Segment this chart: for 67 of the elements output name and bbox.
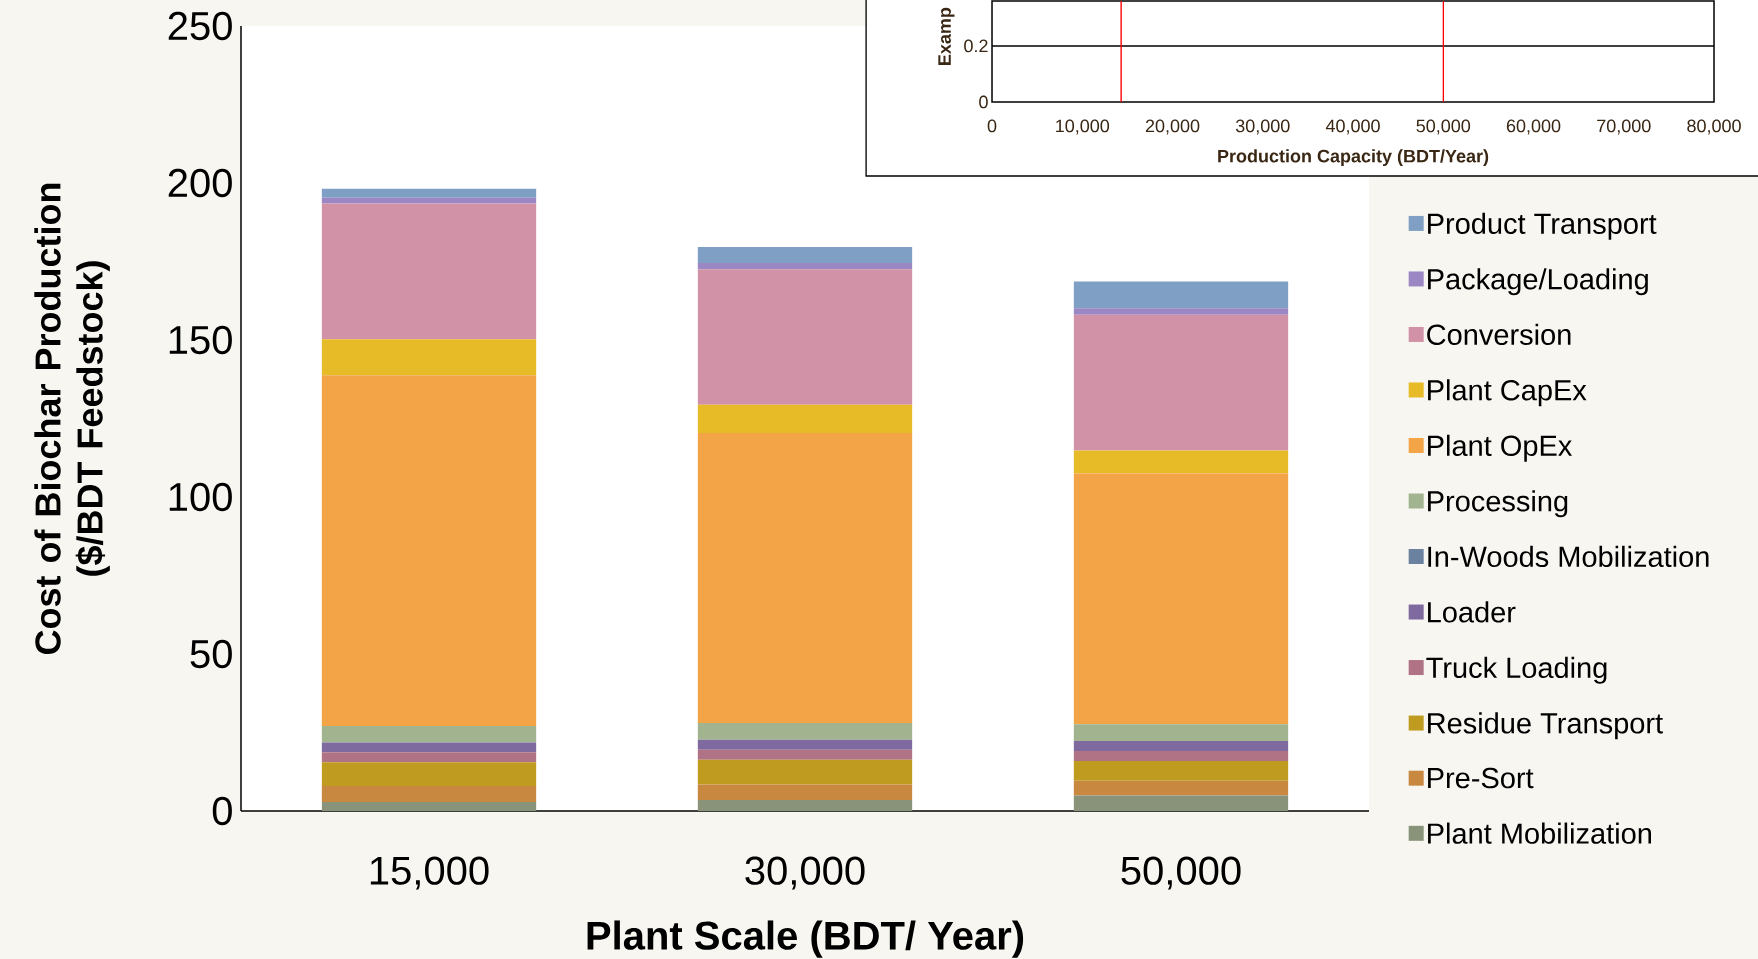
bar xyxy=(321,339,537,376)
bar xyxy=(697,263,913,270)
x-tick-label: 50,000 xyxy=(1416,119,1471,135)
legend-label: Residue Transport xyxy=(1428,712,1663,740)
bar xyxy=(697,247,913,264)
bar xyxy=(697,432,913,724)
legend-label: In-Woods Mobilization xyxy=(1428,545,1709,568)
legend-label: Plant CapEx xyxy=(1428,379,1587,407)
x-tick-label: 30,000 xyxy=(745,856,865,890)
legend-label: Product Transport xyxy=(1428,212,1657,240)
x-tick-label: 15,000 xyxy=(370,856,489,890)
bar xyxy=(697,404,913,433)
y-tick-label: 150 xyxy=(169,325,232,355)
x-tick-label: 70,000 xyxy=(1597,119,1651,135)
legend-label: Pre-Sort xyxy=(1428,767,1534,789)
bar xyxy=(321,801,537,811)
x-axis-title: Plant Scale (BDT/ Year) xyxy=(587,920,1024,958)
bar xyxy=(1073,751,1289,762)
bar xyxy=(697,739,913,750)
y-tick-label: 250 xyxy=(168,11,232,41)
y-tick-label: 100 xyxy=(169,482,232,512)
legend-label: Package/Loading xyxy=(1428,268,1648,296)
bar xyxy=(1073,740,1289,752)
legend-label: Processing xyxy=(1428,490,1568,518)
y-tick-label: 200 xyxy=(168,168,232,198)
bar xyxy=(697,784,913,801)
y-tick-label: 0 xyxy=(212,796,232,826)
bar xyxy=(1073,281,1289,309)
bar xyxy=(1073,314,1289,451)
bar xyxy=(321,188,537,198)
x-tick-label: 0 xyxy=(987,119,997,133)
x-tick-label: 80,000 xyxy=(1687,119,1741,135)
x-tick-label: 10,000 xyxy=(1056,119,1110,135)
legend-label: Truck Loading xyxy=(1426,656,1607,684)
bar xyxy=(1073,473,1289,725)
bar xyxy=(321,742,537,753)
bar xyxy=(1073,450,1289,474)
bar xyxy=(1073,308,1289,315)
bar xyxy=(697,759,913,785)
bar xyxy=(697,800,913,811)
bar xyxy=(697,723,913,740)
x-tick-label: 20,000 xyxy=(1145,119,1200,135)
y-axis-title: Cost of Biochar Production ($/BDT Feedstock) xyxy=(34,183,110,655)
bar xyxy=(697,749,913,760)
y-axis-title: Examp xyxy=(938,7,955,65)
legend-label: Conversion xyxy=(1427,323,1571,345)
bar xyxy=(1073,795,1289,811)
bar xyxy=(1073,761,1289,781)
x-tick-label: 60,000 xyxy=(1506,119,1561,135)
x-tick-label: 40,000 xyxy=(1325,119,1380,135)
legend-label: Plant Mobilization xyxy=(1428,822,1652,844)
bar xyxy=(321,762,537,786)
bar xyxy=(321,752,537,763)
bar xyxy=(1073,780,1289,796)
x-axis-title: Production Capacity (BDT/Year) xyxy=(1218,149,1489,167)
bar xyxy=(697,269,913,405)
legend-label: Loader xyxy=(1428,601,1516,623)
x-tick-label: 50,000 xyxy=(1121,856,1241,890)
y-tick-label: 50 xyxy=(190,639,232,669)
bar xyxy=(321,203,537,340)
legend-label: Plant OpEx xyxy=(1428,434,1573,462)
bar xyxy=(321,375,537,726)
bar xyxy=(321,725,537,743)
bar xyxy=(321,785,537,802)
bar xyxy=(1073,724,1289,741)
y-tick-label: 0.2 xyxy=(964,39,988,53)
x-tick-label: 30,000 xyxy=(1235,119,1290,135)
